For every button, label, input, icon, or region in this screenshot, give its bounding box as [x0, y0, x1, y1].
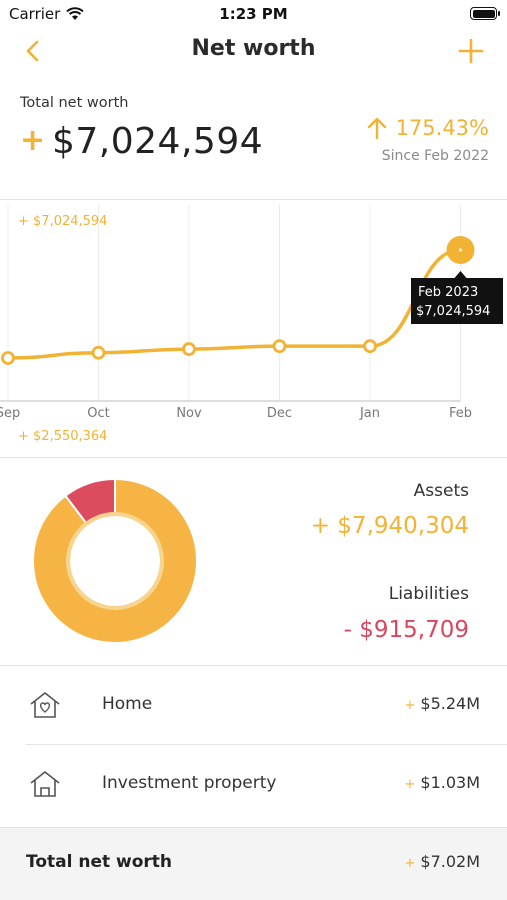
assets-liabilities-donut	[32, 478, 198, 644]
row-label: Investment property	[102, 773, 277, 793]
row-divider	[26, 744, 507, 745]
since-label: Since Feb 2022	[381, 148, 489, 164]
data-point	[91, 345, 106, 360]
divider	[0, 665, 507, 666]
change-indicator: 175.43%	[366, 116, 489, 140]
plus-icon[interactable]	[457, 37, 485, 65]
max-value-label: + $7,024,594	[18, 214, 107, 229]
battery-icon	[470, 7, 500, 20]
house-heart-icon	[30, 692, 60, 718]
list-item-home[interactable]: Home + $5.24M	[0, 666, 507, 744]
min-value-label: + $2,550,364	[18, 429, 107, 444]
clock: 1:23 PM	[219, 5, 288, 23]
donut-inner-ring	[66, 512, 164, 610]
page-title: Net worth	[191, 36, 316, 61]
wifi-icon	[66, 7, 85, 20]
x-tick-label: Dec	[267, 406, 292, 421]
x-tick-label: Oct	[87, 406, 109, 421]
house-icon	[30, 771, 60, 797]
series-line	[6, 248, 463, 360]
x-tick-label: Jan	[359, 406, 380, 421]
data-point	[182, 342, 196, 356]
x-tick-label: Feb	[449, 406, 472, 421]
assets-slice	[32, 478, 198, 644]
net-worth-value: $7,024,594	[52, 121, 264, 162]
line-chart: Sep Oct Nov Dec Jan Feb + $7,024,594 + $2,550,3…	[0, 205, 503, 444]
assets-value: + $7,940,304	[310, 513, 469, 539]
divider	[0, 199, 507, 200]
footer-value: + $7.02M	[404, 852, 480, 871]
data-point-dot	[459, 248, 462, 252]
divider	[0, 457, 507, 458]
carrier-label: Carrier	[9, 5, 61, 23]
x-tick-label: Sep	[0, 406, 20, 421]
tooltip-box	[411, 271, 503, 324]
footer-label: Total net worth	[26, 852, 173, 872]
tooltip-date: Feb 2023	[418, 285, 478, 300]
tooltip-value: $7,024,594	[416, 304, 490, 319]
x-tick-label: Nov	[176, 406, 202, 421]
nav-bar: Net worth	[0, 28, 507, 76]
list-item-investment-property[interactable]: Investment property + $1.03M	[0, 745, 507, 827]
status-bar: Carrier 1:23 PM	[0, 0, 507, 28]
change-percent: 175.43%	[395, 116, 489, 140]
liabilities-value: - $915,709	[343, 617, 469, 643]
data-point	[363, 339, 377, 354]
footer-total-bar: Total net worth + $7.02M	[0, 827, 507, 900]
carrier-info: Carrier	[9, 5, 85, 23]
summary-label: Total net worth	[20, 95, 129, 111]
liabilities-label: Liabilities	[388, 584, 469, 604]
data-point	[1, 351, 15, 365]
chevron-left-icon[interactable]	[18, 36, 48, 66]
row-value: + $5.24M	[404, 694, 480, 713]
row-value: + $1.03M	[404, 773, 480, 792]
data-point	[272, 339, 287, 354]
summary-sign: +	[20, 123, 46, 158]
net-worth-chart[interactable]: Sep Oct Nov Dec Jan Feb + $7,024,594 + $2,550,3…	[0, 200, 507, 458]
arrow-up-icon	[367, 117, 386, 140]
assets-label: Assets	[413, 481, 469, 501]
row-label: Home	[102, 694, 153, 714]
